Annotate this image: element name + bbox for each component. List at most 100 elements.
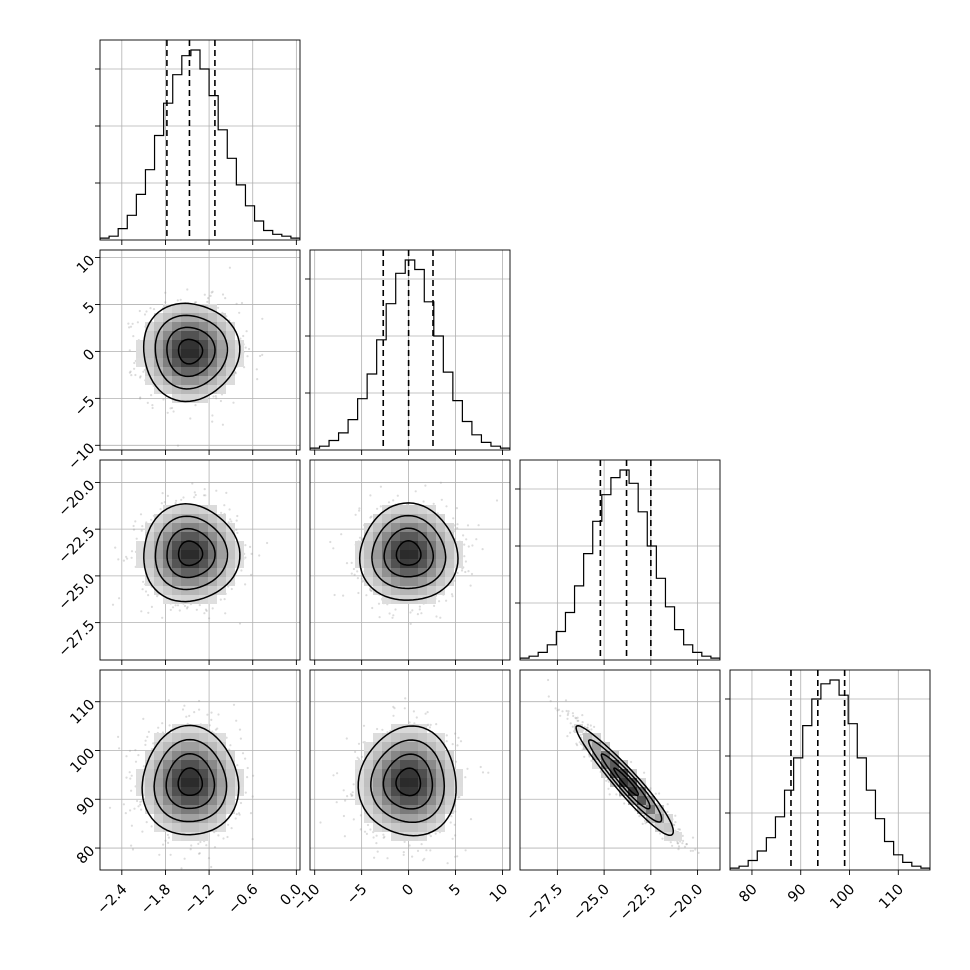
density-cell xyxy=(208,376,217,385)
density-cell xyxy=(172,340,181,349)
sample-point xyxy=(244,556,247,559)
density-cell xyxy=(364,577,373,586)
sample-point xyxy=(139,396,142,399)
density-cell xyxy=(190,322,199,331)
sample-point xyxy=(139,513,143,516)
density-cell xyxy=(163,523,172,532)
density-cell xyxy=(145,805,154,814)
sample-point xyxy=(185,607,189,610)
density-cell xyxy=(163,331,172,340)
sample-point xyxy=(416,849,420,853)
sample-point xyxy=(131,848,135,851)
density-cell xyxy=(199,760,208,769)
sample-point xyxy=(357,758,361,761)
sample-point xyxy=(246,776,249,779)
sample-point xyxy=(195,301,198,304)
sample-point xyxy=(354,750,357,754)
density-cell xyxy=(172,541,181,550)
density-cell xyxy=(163,577,172,586)
sample-point xyxy=(422,500,425,503)
sample-point xyxy=(357,591,360,595)
sample-point xyxy=(157,726,160,729)
sample-point xyxy=(255,368,258,371)
density-cell xyxy=(409,505,418,514)
density-cell xyxy=(199,313,208,322)
contour-line xyxy=(383,527,435,578)
density-cell xyxy=(199,751,208,760)
density-cell xyxy=(208,550,217,559)
density-cell xyxy=(199,331,208,340)
density-cell xyxy=(136,550,145,559)
sample-point xyxy=(142,717,145,721)
y-tick-label: 100 xyxy=(67,746,98,777)
sample-point xyxy=(226,835,229,839)
sample-point xyxy=(182,496,185,499)
density-cell xyxy=(154,742,163,751)
density-cell xyxy=(208,505,217,514)
sample-point xyxy=(161,492,164,495)
density-cell xyxy=(391,523,400,532)
sample-point xyxy=(418,608,421,611)
sample-point xyxy=(144,590,148,593)
density-cell xyxy=(217,787,226,796)
sample-point xyxy=(456,571,459,575)
sample-point xyxy=(418,605,421,608)
sample-point xyxy=(212,395,215,398)
sample-point xyxy=(235,302,238,305)
density-cell xyxy=(199,796,208,805)
density-cell xyxy=(208,778,217,787)
sample-point xyxy=(210,865,213,869)
density-cell xyxy=(172,814,181,823)
density-cell xyxy=(208,595,217,604)
sample-point xyxy=(211,420,214,423)
density-cell xyxy=(418,532,427,541)
density-cell xyxy=(172,523,181,532)
contour-line xyxy=(141,724,240,836)
sample-point xyxy=(166,833,169,837)
sample-point xyxy=(194,493,197,497)
sample-point xyxy=(204,608,208,611)
panel-frame xyxy=(99,249,301,451)
density-cell xyxy=(199,814,208,823)
density-cell xyxy=(181,595,190,604)
density-cell xyxy=(145,322,154,331)
sample-point xyxy=(465,538,468,541)
density-cell xyxy=(235,787,244,796)
sample-point xyxy=(244,544,247,547)
sample-point xyxy=(183,704,186,707)
density-cell xyxy=(226,349,235,358)
density-cell xyxy=(172,751,181,760)
density-cell xyxy=(190,367,199,376)
density-cell xyxy=(172,322,181,331)
density-cell xyxy=(418,505,427,514)
density-cell xyxy=(217,577,226,586)
sample-point xyxy=(214,728,217,731)
density-cell xyxy=(418,523,427,532)
sample-point xyxy=(350,572,353,575)
density-cell xyxy=(163,733,172,742)
density-cell xyxy=(145,550,154,559)
sample-point xyxy=(210,718,213,722)
sample-point xyxy=(244,346,247,349)
density-cell xyxy=(208,331,217,340)
sample-point xyxy=(214,877,216,879)
sample-point xyxy=(402,851,405,854)
sample-point xyxy=(189,417,192,420)
density-cell xyxy=(181,823,190,832)
sample-point xyxy=(481,548,484,551)
density-cell xyxy=(163,322,172,331)
sample-point xyxy=(171,406,174,410)
sample-point xyxy=(176,299,179,302)
density-cell xyxy=(199,559,208,568)
sample-point xyxy=(439,616,442,619)
sample-point xyxy=(161,616,164,619)
sample-point xyxy=(445,740,448,743)
sample-point xyxy=(319,821,322,824)
sample-point xyxy=(132,335,135,338)
sample-point xyxy=(211,730,214,733)
x-tick-label: −0.6 xyxy=(225,882,261,918)
sample-point xyxy=(420,843,423,846)
sample-point xyxy=(382,833,385,836)
sample-point xyxy=(186,606,189,609)
density-cell xyxy=(136,778,145,787)
